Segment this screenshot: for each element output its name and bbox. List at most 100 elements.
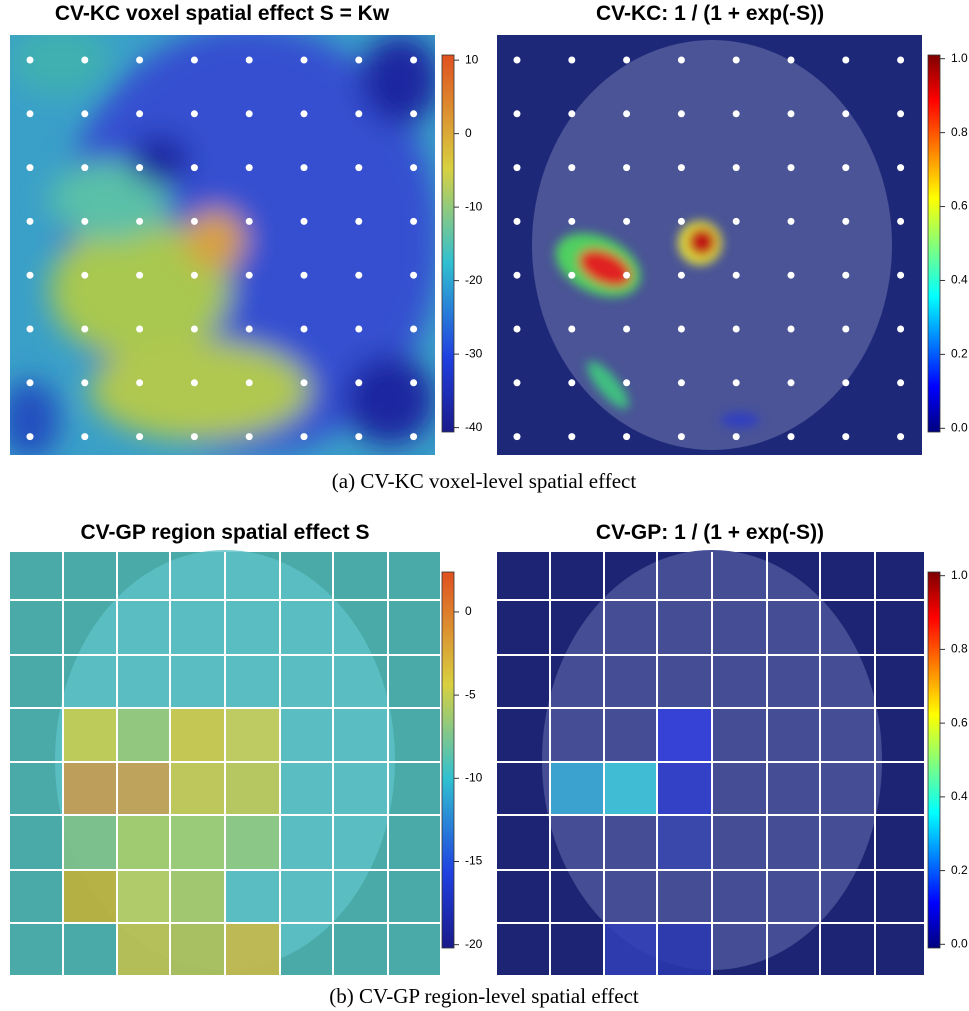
dot (410, 433, 417, 440)
dot (733, 379, 740, 386)
dot (514, 326, 521, 333)
dot (568, 326, 575, 333)
colorbar-tick-label: 0.8 (951, 642, 968, 656)
dot (788, 272, 795, 279)
dot (410, 326, 417, 333)
dot (355, 272, 362, 279)
dot (27, 379, 34, 386)
dot (788, 326, 795, 333)
dot (246, 218, 253, 225)
dot (191, 272, 198, 279)
dot (568, 110, 575, 117)
dot (191, 110, 198, 117)
dot (678, 379, 685, 386)
colorbar-tick-label: 0 (465, 126, 472, 140)
dot (733, 57, 740, 64)
colorbar (928, 572, 940, 948)
dot (678, 326, 685, 333)
dot (514, 379, 521, 386)
colorbar-tick-label: 0.6 (951, 715, 968, 729)
dot (842, 164, 849, 171)
dot (568, 379, 575, 386)
dot (623, 218, 630, 225)
region-cell (117, 762, 170, 815)
dot (27, 218, 34, 225)
dot (410, 272, 417, 279)
region-cell (117, 708, 170, 762)
region-cell (225, 708, 280, 762)
dot (27, 272, 34, 279)
dot (246, 433, 253, 440)
dot (788, 164, 795, 171)
figure: CV-KC voxel spatial effect S = Kw CV-KC:… (0, 0, 969, 1011)
dot (355, 379, 362, 386)
dot (897, 433, 904, 440)
region-cell (63, 708, 117, 762)
colorbar-tick-label: 0.2 (951, 863, 968, 877)
colorbar-tick-label: 10 (465, 52, 479, 66)
region-cell (657, 762, 712, 815)
dot (191, 57, 198, 64)
dot (410, 379, 417, 386)
dot (568, 272, 575, 279)
dot (355, 326, 362, 333)
dot (788, 433, 795, 440)
colorbar (928, 55, 940, 432)
colorbar-tick-label: -5 (465, 687, 476, 701)
colorbar-tick-label: -10 (465, 770, 483, 784)
dot (514, 110, 521, 117)
dot (897, 326, 904, 333)
region-cell (117, 815, 170, 870)
dot (355, 110, 362, 117)
panel-title: CV-KC voxel spatial effect S = Kw (55, 2, 390, 25)
dot (81, 218, 88, 225)
colorbar-tick-label: -20 (465, 937, 483, 951)
region-cell (63, 815, 117, 870)
colorbar-tick-label: -15 (465, 854, 483, 868)
dot (514, 57, 521, 64)
region-cell (657, 708, 712, 762)
dot (246, 164, 253, 171)
dot (623, 272, 630, 279)
dot (27, 57, 34, 64)
dot (410, 57, 417, 64)
colorbar-tick-label: -30 (465, 346, 483, 360)
dot (733, 272, 740, 279)
caption: (a) CV-KC voxel-level spatial effect (332, 469, 637, 493)
colorbar-tick-label: 0.4 (951, 789, 968, 803)
region-cell (225, 815, 280, 870)
dot (623, 379, 630, 386)
page: CV-KC voxel spatial effect S = Kw CV-KC:… (0, 0, 969, 1011)
dot (301, 218, 308, 225)
region-cell (170, 762, 225, 815)
dot (678, 164, 685, 171)
dot (842, 57, 849, 64)
colorbar-tick-label: 0 (465, 604, 472, 618)
dot (788, 57, 795, 64)
region-cell (225, 762, 280, 815)
dot (301, 110, 308, 117)
dot (81, 379, 88, 386)
dot (301, 272, 308, 279)
dot (136, 110, 143, 117)
dot (788, 110, 795, 117)
dot (27, 433, 34, 440)
panel-title: CV-GP region spatial effect S (80, 521, 369, 544)
dot (136, 164, 143, 171)
dot (568, 433, 575, 440)
region-cell (604, 762, 657, 815)
dot (733, 110, 740, 117)
heatmap-a-left (0, 25, 440, 460)
dot (514, 164, 521, 171)
dot (623, 110, 630, 117)
dot (514, 272, 521, 279)
dot (355, 164, 362, 171)
region-cell (170, 870, 225, 923)
dot (733, 326, 740, 333)
dot (191, 433, 198, 440)
dot (136, 272, 143, 279)
dot (191, 379, 198, 386)
dot (191, 218, 198, 225)
dot (514, 433, 521, 440)
dot (136, 379, 143, 386)
